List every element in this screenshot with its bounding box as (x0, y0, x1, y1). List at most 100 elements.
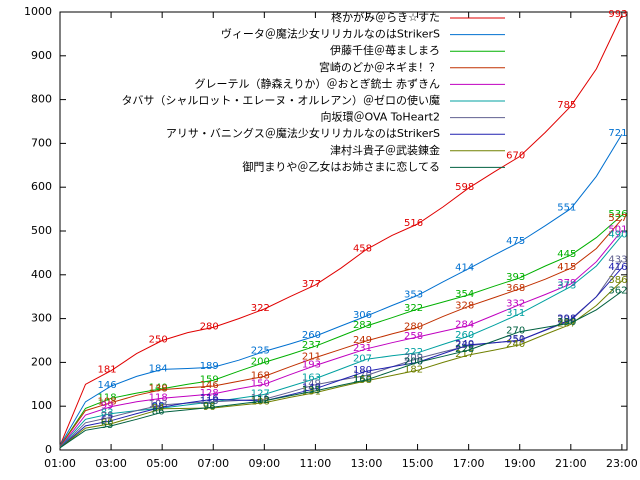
y-tick-label: 700 (31, 136, 52, 149)
data-label: 98 (203, 401, 216, 412)
series-line (59, 14, 623, 446)
data-label: 445 (557, 249, 576, 260)
data-label: 159 (200, 374, 219, 385)
series-line (59, 260, 623, 449)
x-tick-label: 11:00 (300, 457, 332, 470)
data-label: 536 (608, 209, 627, 220)
data-label: 67 (101, 415, 114, 426)
x-tick-label: 17:00 (453, 457, 485, 470)
data-label: 108 (251, 397, 270, 408)
data-label: 258 (404, 331, 423, 342)
data-label: 368 (506, 283, 525, 294)
x-tick-label: 05:00 (146, 457, 178, 470)
series-line (59, 280, 623, 449)
x-tick-label: 13:00 (351, 457, 383, 470)
data-label: 298 (557, 313, 576, 324)
data-label: 128 (200, 388, 219, 399)
data-label: 386 (608, 275, 627, 286)
y-tick-label: 100 (31, 399, 52, 412)
data-label: 207 (353, 353, 372, 364)
data-label: 353 (404, 289, 423, 300)
legend-label: 津村斗貴子＠武装錬金 (330, 143, 440, 157)
data-label: 55 (101, 420, 114, 431)
data-label: 373 (557, 281, 576, 292)
data-label: 280 (200, 321, 219, 332)
data-label: 225 (251, 345, 270, 356)
data-label: 306 (353, 310, 372, 321)
data-label: 222 (404, 347, 423, 358)
data-label: 670 (506, 151, 525, 162)
data-label: 362 (608, 285, 627, 296)
data-label: 112 (251, 395, 270, 406)
data-label: 118 (98, 392, 117, 403)
data-label: 112 (251, 395, 270, 406)
data-label: 721 (608, 128, 627, 139)
data-label: 193 (302, 359, 321, 370)
data-label: 96 (152, 402, 165, 413)
data-label: 322 (251, 303, 270, 314)
data-label: 170 (353, 370, 372, 381)
data-label: 250 (149, 335, 168, 346)
legend-label: 伊藤千佳＠苺ましまろ (330, 43, 440, 57)
data-label: 993 (608, 9, 627, 20)
y-tick-label: 0 (45, 443, 52, 456)
data-label: 240 (455, 339, 474, 350)
data-label: 138 (149, 384, 168, 395)
series-line (59, 235, 623, 448)
data-label: 284 (455, 320, 474, 331)
x-tick-label: 07:00 (197, 457, 229, 470)
data-label: 180 (353, 365, 372, 376)
data-label: 108 (98, 397, 117, 408)
y-tick-label: 600 (31, 180, 52, 193)
data-label: 280 (404, 321, 423, 332)
data-label: 332 (506, 299, 525, 310)
data-label: 86 (152, 406, 165, 417)
x-tick-label: 19:00 (504, 457, 536, 470)
data-label: 237 (302, 340, 321, 351)
series-line (59, 230, 623, 448)
y-tick-label: 1000 (24, 5, 52, 18)
series-line (59, 218, 623, 447)
data-label: 598 (455, 182, 474, 193)
data-label: 150 (251, 378, 270, 389)
data-label: 127 (251, 388, 270, 399)
data-label: 551 (557, 203, 576, 214)
legend-label: タバサ（シャルロット・エレーヌ・オルレアン）＠ゼロの使い魔 (121, 93, 440, 107)
data-label: 160 (353, 374, 372, 385)
data-label: 110 (200, 396, 219, 407)
data-label: 322 (404, 303, 423, 314)
data-label: 118 (149, 392, 168, 403)
series-line (59, 133, 623, 446)
data-label: 200 (404, 356, 423, 367)
data-label: 270 (506, 326, 525, 337)
data-label: 116 (251, 393, 270, 404)
data-label: 251 (506, 334, 525, 345)
x-tick-label: 03:00 (95, 457, 127, 470)
data-label: 393 (506, 272, 525, 283)
legend-label: 御門まりや＠乙女はお姉さまに恋してる (242, 159, 440, 173)
data-label: 501 (608, 225, 627, 236)
data-label: 415 (557, 262, 576, 273)
series-line (59, 214, 623, 447)
data-label: 311 (506, 308, 525, 319)
data-label: 211 (302, 352, 321, 363)
x-tick-label: 23:00 (606, 457, 638, 470)
data-label: 98 (152, 401, 165, 412)
data-label: 168 (251, 370, 270, 381)
legend-label: グレーテル（静森えりか）＠おとぎ銃士 赤ずきん (195, 76, 441, 90)
data-label: 527 (608, 213, 627, 224)
data-label: 135 (302, 385, 321, 396)
data-label: 99 (101, 401, 114, 412)
data-label: 490 (608, 229, 627, 240)
x-tick-label: 15:00 (402, 457, 434, 470)
data-label: 475 (506, 236, 525, 247)
y-tick-label: 500 (31, 224, 52, 237)
legend-label: ヴィータ＠魔法少女リリカルなのはStrikerS (221, 27, 440, 41)
data-label: 260 (302, 330, 321, 341)
data-label: 209 (404, 352, 423, 363)
data-label: 416 (608, 262, 627, 273)
data-label: 181 (98, 365, 117, 376)
data-label: 379 (557, 278, 576, 289)
data-label: 240 (506, 339, 525, 350)
data-label: 182 (404, 364, 423, 375)
